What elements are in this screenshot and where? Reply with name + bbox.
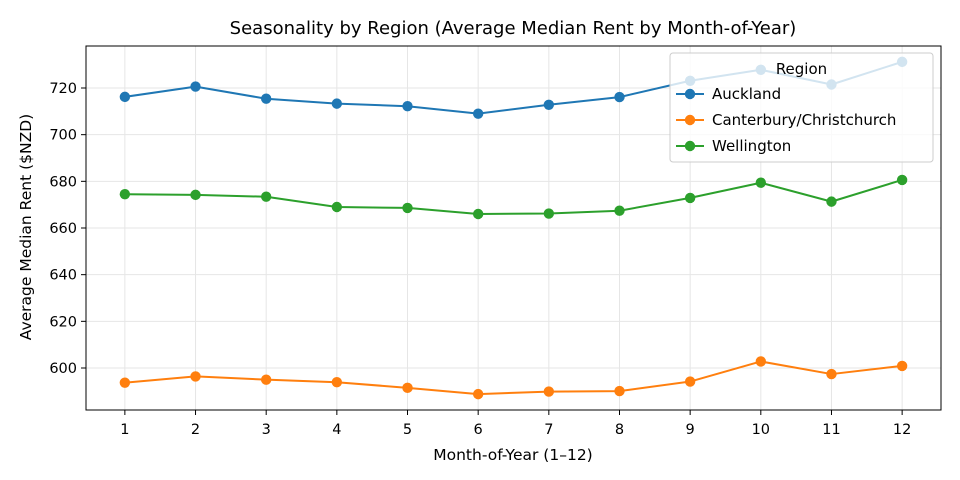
data-point-auckland — [402, 101, 413, 112]
data-point-wellington — [543, 208, 555, 219]
y-tick-label: 720 — [49, 81, 77, 97]
data-point-auckland — [190, 81, 201, 92]
data-point-auckland — [331, 98, 343, 109]
x-tick-label: 6 — [474, 422, 483, 438]
series-canterbury-christchurch — [119, 356, 908, 400]
data-point-canterbury-christchurch — [614, 385, 625, 397]
legend-marker — [684, 88, 696, 100]
x-tick-label: 7 — [544, 422, 553, 438]
data-point-wellington — [260, 191, 272, 202]
data-point-wellington — [472, 208, 484, 220]
y-tick-label: 680 — [49, 174, 77, 190]
data-point-canterbury-christchurch — [331, 377, 343, 388]
x-tick-label: 10 — [752, 422, 770, 438]
data-point-canterbury-christchurch — [472, 388, 484, 400]
legend-marker — [684, 114, 696, 126]
data-point-wellington — [896, 174, 908, 186]
legend-item: Canterbury/Christchurch — [676, 111, 896, 129]
x-tick-label: 1 — [120, 422, 129, 438]
series-wellington — [119, 174, 908, 220]
legend: Region Auckland Canterbury/Christchurch Wel… — [669, 52, 934, 163]
legend-box — [669, 52, 934, 163]
y-axis-ticks: 600 620 640 660 680 700 720 — [49, 81, 86, 377]
legend-item: Auckland — [676, 85, 781, 103]
x-axis-label: Month-of-Year (1–12) — [433, 446, 592, 464]
legend-item: Wellington — [676, 137, 791, 155]
y-tick-label: 600 — [49, 361, 77, 377]
data-point-canterbury-christchurch — [896, 360, 908, 372]
data-point-canterbury-christchurch — [826, 368, 837, 380]
legend-label: Wellington — [712, 137, 791, 155]
x-axis-ticks: 1 2 3 4 5 6 7 8 9 10 11 12 — [120, 410, 911, 438]
x-tick-label: 9 — [686, 422, 695, 438]
legend-label: Auckland — [712, 85, 781, 103]
x-tick-label: 3 — [262, 422, 271, 438]
data-point-auckland — [260, 93, 272, 104]
data-point-canterbury-christchurch — [755, 356, 767, 367]
x-tick-label: 5 — [403, 422, 412, 438]
x-tick-label: 4 — [332, 422, 341, 438]
series-line-canterbury-christchurch — [124, 360, 903, 396]
x-tick-label: 11 — [822, 422, 840, 438]
data-point-canterbury-christchurch — [684, 376, 696, 387]
series-line-wellington — [124, 178, 903, 215]
y-tick-label: 620 — [49, 314, 77, 330]
data-point-auckland — [543, 99, 555, 111]
legend-label: Canterbury/Christchurch — [712, 111, 896, 129]
data-point-wellington — [755, 177, 767, 188]
data-point-wellington — [119, 188, 131, 200]
x-tick-label: 2 — [191, 422, 200, 438]
chart-title: Seasonality by Region (Average Median Re… — [230, 18, 797, 39]
legend-marker — [684, 140, 696, 152]
data-point-wellington — [190, 189, 201, 201]
data-point-wellington — [331, 201, 343, 213]
y-tick-label: 640 — [49, 268, 77, 284]
data-point-auckland — [614, 91, 625, 103]
y-tick-label: 660 — [49, 221, 77, 237]
data-point-canterbury-christchurch — [190, 371, 201, 382]
legend-title: Region — [776, 60, 827, 78]
data-point-wellington — [826, 196, 837, 207]
data-point-canterbury-christchurch — [402, 382, 413, 394]
plot-frame — [85, 45, 942, 411]
data-point-wellington — [684, 192, 696, 204]
data-point-wellington — [402, 202, 413, 214]
data-point-auckland — [119, 91, 131, 103]
x-tick-label: 8 — [615, 422, 624, 438]
data-point-auckland — [472, 108, 484, 119]
data-point-wellington — [614, 205, 625, 216]
y-tick-label: 700 — [49, 128, 77, 144]
data-point-canterbury-christchurch — [119, 377, 131, 388]
data-point-canterbury-christchurch — [260, 374, 272, 385]
y-axis-label: Average Median Rent ($NZD) — [17, 114, 35, 340]
x-tick-label: 12 — [893, 422, 911, 438]
data-point-canterbury-christchurch — [543, 386, 555, 397]
